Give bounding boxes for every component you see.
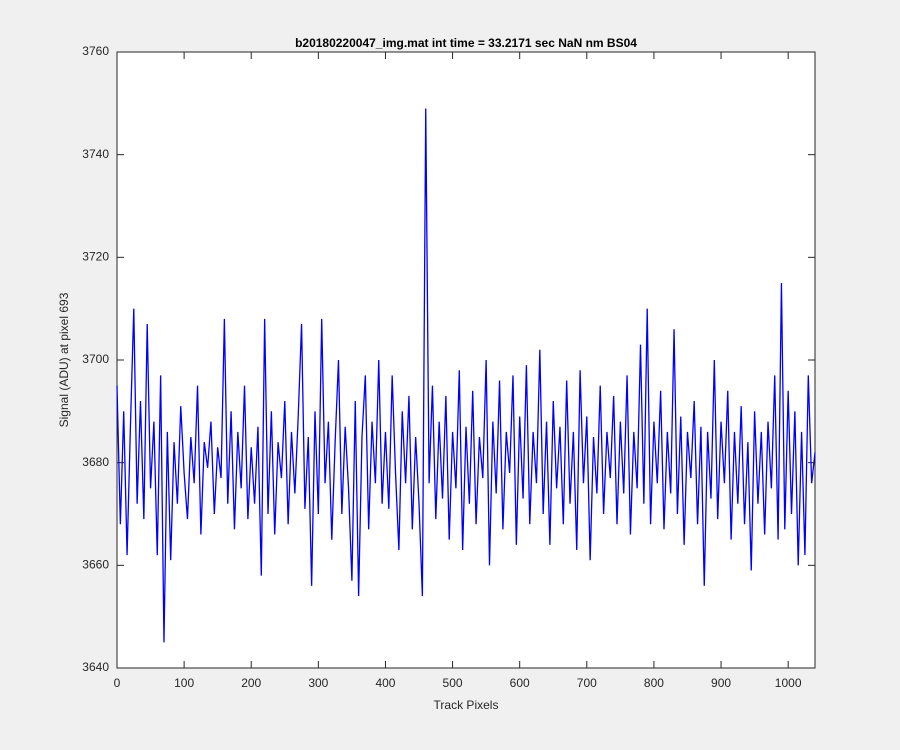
x-tick-label: 700 (577, 676, 597, 690)
y-tick-label: 3720 (82, 250, 109, 264)
data-line (116, 108, 816, 643)
chart-title: b20180220047_img.mat int time = 33.2171 … (295, 36, 637, 50)
y-tick-label: 3740 (82, 147, 109, 161)
y-axis-label: Signal (ADU) at pixel 693 (57, 292, 71, 427)
y-tick-label: 3680 (82, 455, 109, 469)
x-tick-label: 100 (174, 676, 194, 690)
y-tick-label: 3700 (82, 352, 109, 366)
x-axis-label: Track Pixels (434, 698, 499, 712)
x-tick-label: 1000 (775, 676, 802, 690)
plot-area (116, 51, 816, 669)
y-tick-label: 3760 (82, 44, 109, 58)
x-tick-label: 300 (308, 676, 328, 690)
x-tick-label: 800 (644, 676, 664, 690)
x-tick-label: 400 (375, 676, 395, 690)
x-tick-label: 200 (241, 676, 261, 690)
y-tick-label: 3640 (82, 660, 109, 674)
x-tick-label: 600 (510, 676, 530, 690)
x-tick-label: 900 (711, 676, 731, 690)
x-tick-label: 500 (443, 676, 463, 690)
y-tick-label: 3660 (82, 558, 109, 572)
x-tick-label: 0 (114, 676, 121, 690)
